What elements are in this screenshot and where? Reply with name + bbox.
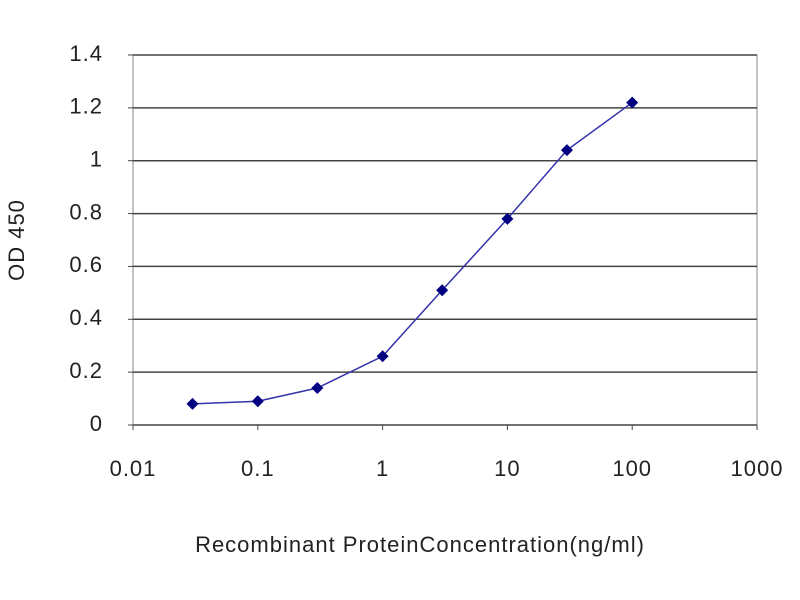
data-point: [376, 350, 389, 363]
x-axis-title: Recombinant ProteinConcentration(ng/ml): [195, 532, 645, 557]
y-tick-label: 0.4: [69, 305, 103, 330]
x-tick-label: 0.01: [110, 456, 157, 481]
y-tick-label: 1.2: [69, 94, 103, 119]
y-tick-label: 1.4: [69, 41, 103, 66]
data-point: [251, 395, 264, 408]
x-tick-label: 10: [494, 456, 520, 481]
x-tick-label: 1000: [731, 456, 784, 481]
data-point: [436, 284, 449, 297]
plot-area: [132, 54, 758, 426]
y-tick-label: 0.6: [69, 252, 103, 277]
x-tick-label: 1: [376, 456, 389, 481]
series-line: [192, 101, 633, 405]
y-tick-label: 0.2: [69, 358, 103, 383]
y-tick-label: 0: [90, 411, 103, 436]
data-point: [560, 144, 573, 157]
data-point: [501, 212, 514, 225]
y-axis-title: OD 450: [4, 199, 29, 281]
x-tick-label: 100: [612, 456, 652, 481]
data-point: [186, 397, 199, 410]
y-tick-label: 1: [90, 147, 103, 172]
y-tick-label: 0.8: [69, 199, 103, 224]
data-point: [626, 96, 639, 109]
data-point: [311, 382, 324, 394]
x-tick-label: 0.1: [241, 456, 275, 481]
